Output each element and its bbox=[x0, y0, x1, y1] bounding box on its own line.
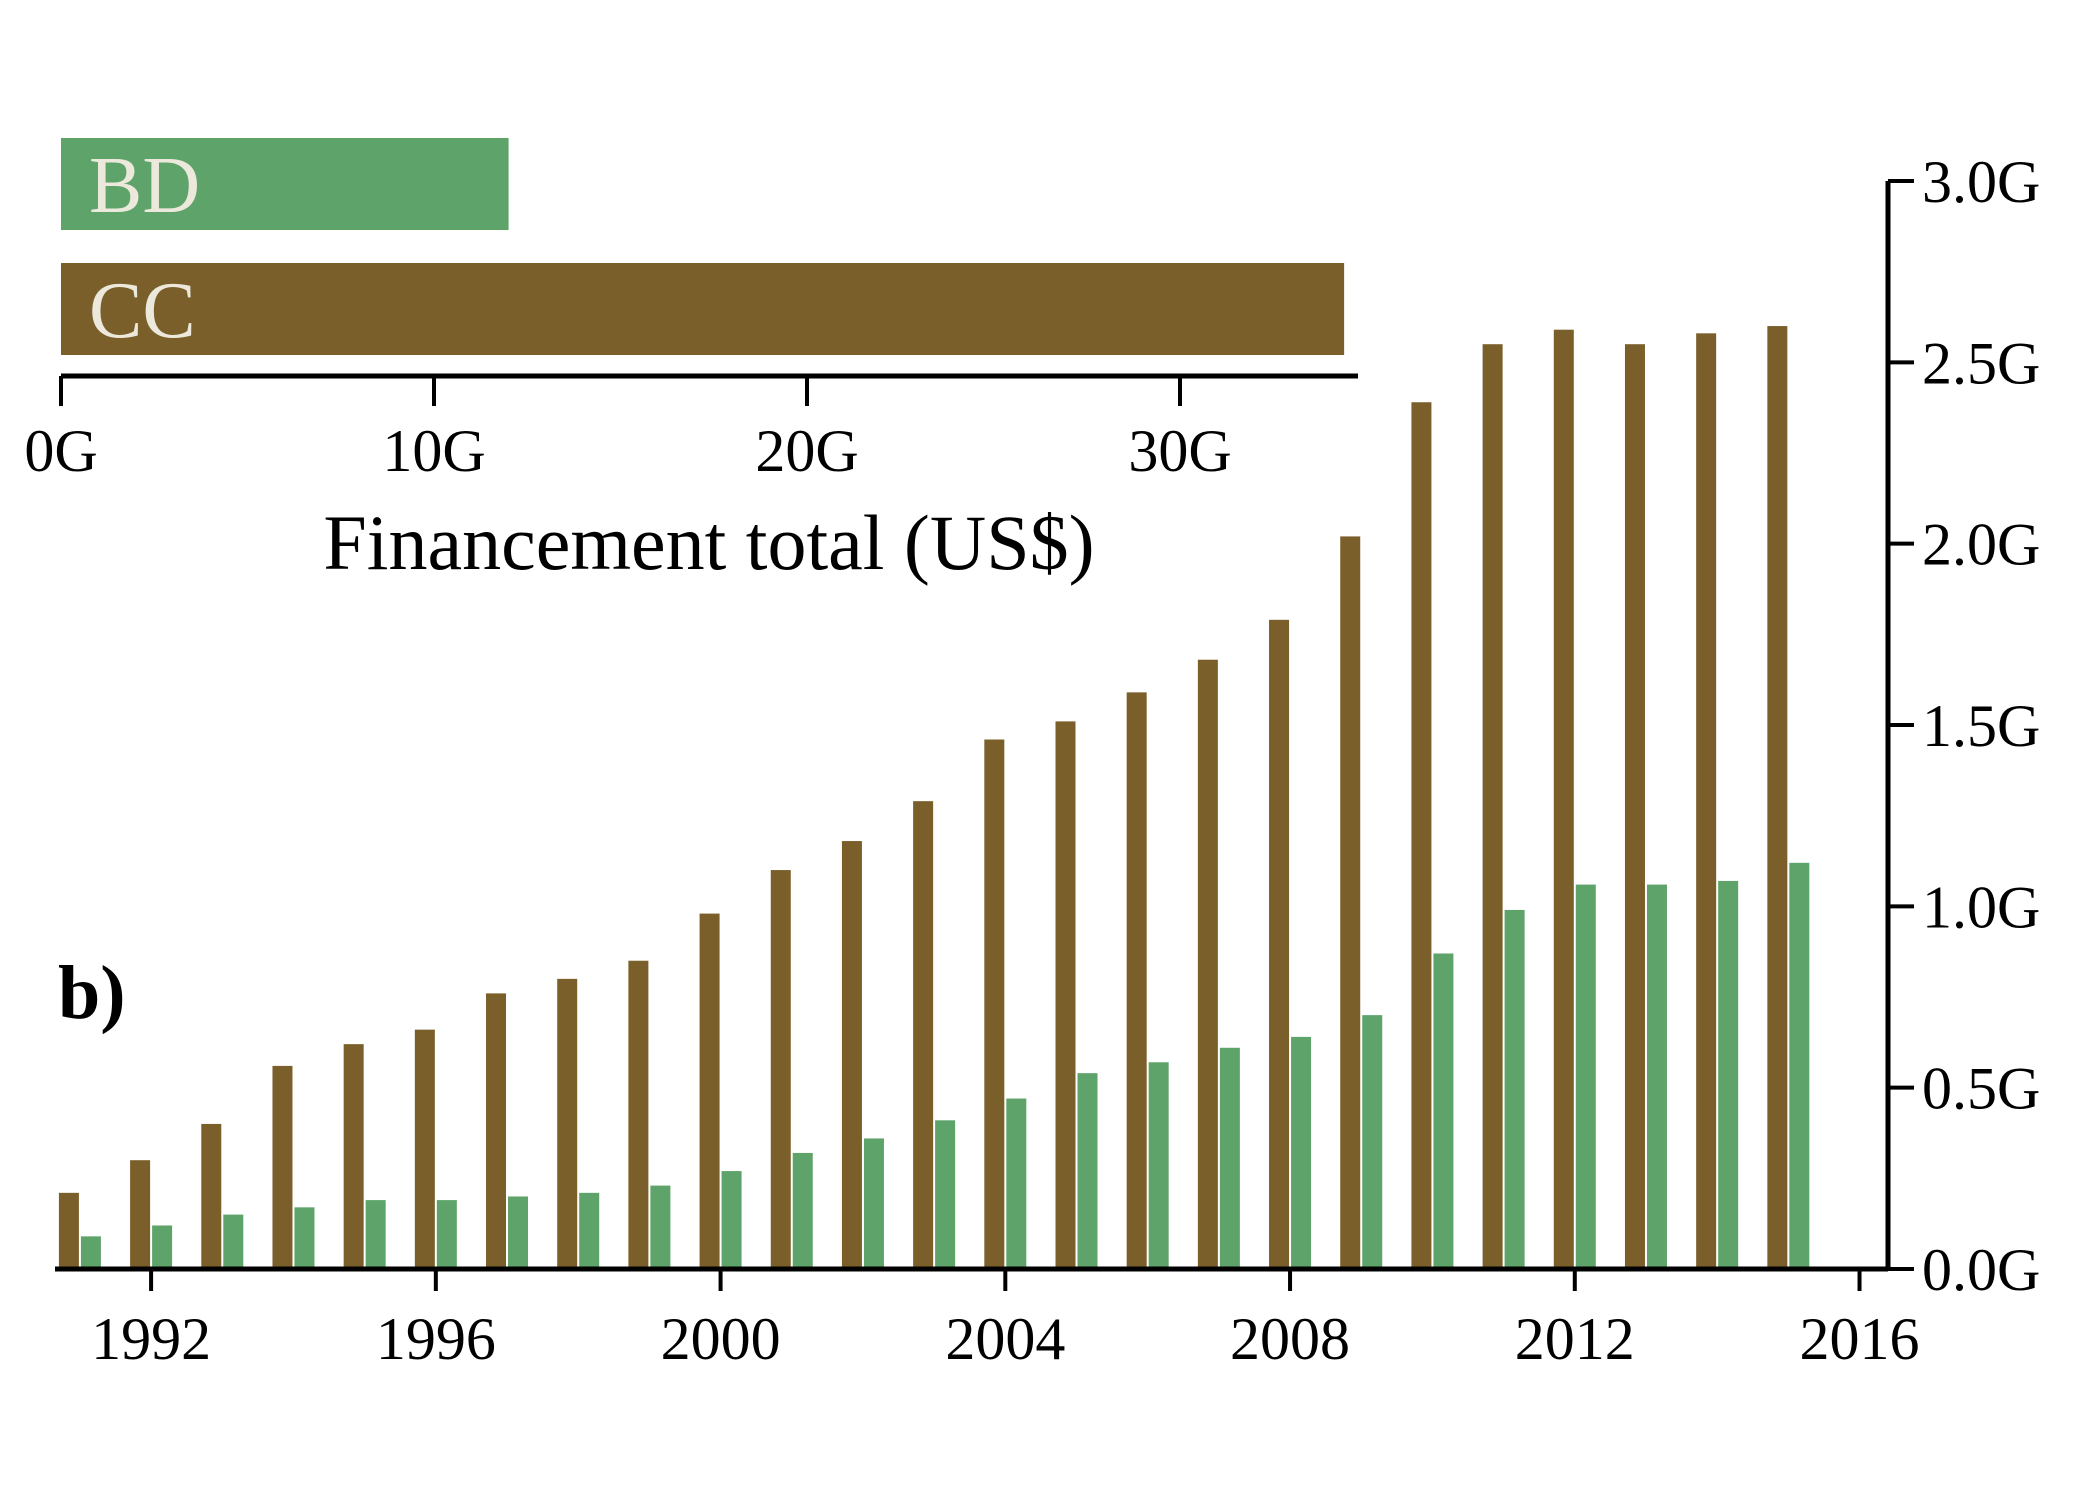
bar-cc-1992 bbox=[130, 1160, 151, 1269]
bar-cc-1998 bbox=[557, 978, 578, 1269]
total-bar-label-cc: CC bbox=[89, 267, 196, 355]
bar-cc-2015 bbox=[1767, 326, 1788, 1270]
bar-bd-1995 bbox=[365, 1200, 386, 1269]
bar-bd-2008 bbox=[1291, 1036, 1312, 1269]
y-tick-label-0.5G: 0.5G bbox=[1922, 1056, 2040, 1122]
y-tick-label-2.0G: 2.0G bbox=[1922, 512, 2040, 578]
bar-bd-1992 bbox=[152, 1225, 173, 1269]
bar-cc-1996 bbox=[414, 1029, 435, 1269]
panel-label: b) bbox=[58, 951, 126, 1035]
y-tick-label-0.0G: 0.0G bbox=[1922, 1237, 2040, 1303]
bar-cc-1999 bbox=[628, 960, 649, 1269]
bar-cc-1994 bbox=[272, 1065, 293, 1269]
bar-cc-2014 bbox=[1696, 333, 1717, 1269]
x-tick-label-2012: 2012 bbox=[1515, 1306, 1635, 1372]
total-x-tick-label-30G: 30G bbox=[1128, 418, 1231, 484]
x-tick-label-2016: 2016 bbox=[1800, 1306, 1920, 1372]
bar-bd-2014 bbox=[1718, 880, 1739, 1269]
bar-bd-2013 bbox=[1646, 884, 1667, 1269]
bar-bd-2002 bbox=[863, 1138, 884, 1269]
x-tick-label-2000: 2000 bbox=[661, 1306, 781, 1372]
bar-bd-2015 bbox=[1789, 862, 1810, 1269]
bar-cc-1995 bbox=[343, 1044, 364, 1269]
bar-bd-2010 bbox=[1433, 953, 1454, 1269]
bar-bd-2005 bbox=[1077, 1073, 1098, 1269]
bar-bd-1993 bbox=[223, 1214, 244, 1269]
x-tick-label-1992: 1992 bbox=[91, 1306, 211, 1372]
bar-bd-2007 bbox=[1219, 1047, 1240, 1269]
x-tick-label-1996: 1996 bbox=[376, 1306, 496, 1372]
bar-cc-2004 bbox=[984, 739, 1005, 1269]
y-tick-label-2.5G: 2.5G bbox=[1922, 330, 2040, 396]
total-bar-label-bd: BD bbox=[89, 142, 200, 230]
bar-cc-1991 bbox=[58, 1192, 79, 1269]
bar-bd-2000 bbox=[721, 1171, 742, 1269]
bar-cc-2008 bbox=[1269, 619, 1290, 1269]
bar-cc-2000 bbox=[699, 913, 720, 1269]
total-x-tick-label-10G: 10G bbox=[382, 418, 485, 484]
y-tick-label-1.5G: 1.5G bbox=[1922, 693, 2040, 759]
total-x-axis-title: Financement total (US$) bbox=[323, 499, 1094, 586]
total-bar-bd bbox=[61, 138, 509, 230]
bar-cc-2010 bbox=[1411, 402, 1432, 1269]
x-tick-label-2008: 2008 bbox=[1230, 1306, 1350, 1372]
bar-cc-1993 bbox=[201, 1123, 222, 1269]
bar-bd-1999 bbox=[650, 1185, 671, 1269]
bar-bd-2011 bbox=[1504, 909, 1525, 1269]
bar-cc-2013 bbox=[1624, 344, 1645, 1269]
bar-bd-1991 bbox=[80, 1236, 101, 1269]
bar-cc-2005 bbox=[1055, 721, 1076, 1269]
bar-bd-1994 bbox=[294, 1207, 315, 1269]
bar-bd-2001 bbox=[792, 1152, 813, 1269]
y-tick-label-3.0G: 3.0G bbox=[1922, 149, 2040, 215]
total-x-tick-label-20G: 20G bbox=[755, 418, 858, 484]
bar-cc-2011 bbox=[1482, 344, 1503, 1269]
y-tick-label-1.0G: 1.0G bbox=[1922, 874, 2040, 940]
bar-cc-2006 bbox=[1126, 692, 1147, 1269]
bar-cc-1997 bbox=[486, 993, 507, 1269]
bar-bd-2009 bbox=[1362, 1015, 1383, 1269]
bar-bd-2012 bbox=[1575, 884, 1596, 1269]
bar-cc-2001 bbox=[770, 870, 791, 1269]
bar-cc-2012 bbox=[1553, 329, 1574, 1269]
bar-cc-2009 bbox=[1340, 536, 1361, 1269]
bar-bd-2006 bbox=[1148, 1062, 1169, 1269]
bar-bd-1998 bbox=[579, 1192, 600, 1269]
total-bar-cc bbox=[61, 263, 1345, 355]
bar-cc-2003 bbox=[913, 801, 934, 1269]
bar-bd-2003 bbox=[935, 1120, 956, 1269]
bar-bd-2004 bbox=[1006, 1098, 1027, 1269]
bar-bd-1996 bbox=[436, 1200, 457, 1269]
total-funding-chart: BD CC 0G 10G 20G 30G Financement total (US$) bbox=[24, 138, 1358, 586]
x-tick-label-2004: 2004 bbox=[945, 1306, 1065, 1372]
bar-bd-1997 bbox=[508, 1196, 529, 1269]
total-x-tick-label-0G: 0G bbox=[24, 418, 97, 484]
bar-cc-2002 bbox=[841, 841, 862, 1269]
bar-cc-2007 bbox=[1197, 659, 1218, 1269]
